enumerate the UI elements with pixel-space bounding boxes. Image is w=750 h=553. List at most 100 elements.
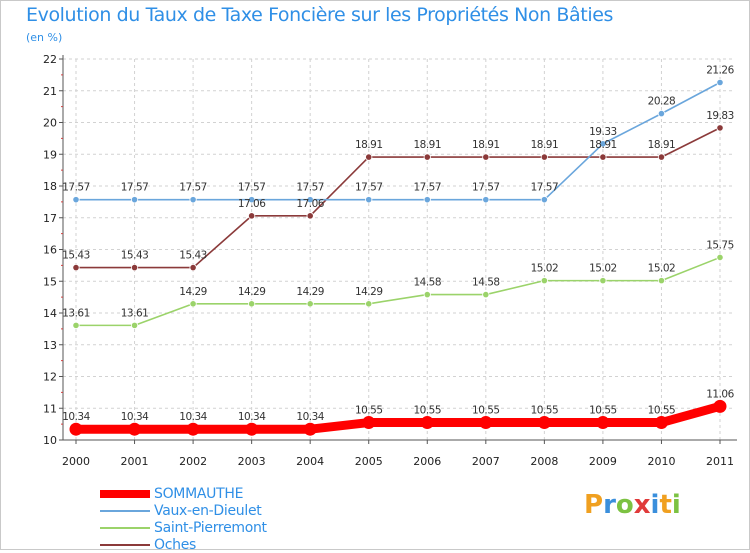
data-point-saint-pierremont bbox=[716, 253, 724, 262]
data-label-oches: 18.91 bbox=[472, 139, 500, 151]
logo-letter: r bbox=[603, 490, 616, 520]
y-tick-label: 15 bbox=[43, 275, 57, 288]
legend-label: SOMMAUTHE bbox=[154, 485, 244, 502]
y-tick-label: 21 bbox=[43, 85, 57, 98]
unit-label: (en %) bbox=[26, 31, 63, 44]
data-label-vaux-en-dieulet: 17.57 bbox=[413, 182, 441, 194]
y-tick-label: 13 bbox=[43, 339, 57, 352]
logo-letter: o bbox=[615, 490, 634, 520]
data-label-vaux-en-dieulet: 17.57 bbox=[121, 182, 149, 194]
data-label-vaux-en-dieulet: 17.57 bbox=[472, 182, 500, 194]
data-label-saint-pierremont: 15.02 bbox=[589, 263, 617, 275]
data-label-oches: 18.91 bbox=[531, 139, 559, 151]
data-point-saint-pierremont bbox=[482, 290, 490, 299]
legend-item: SOMMAUTHE bbox=[100, 485, 267, 502]
legend-label: Saint-Pierremont bbox=[154, 519, 267, 536]
data-point-saint-pierremont bbox=[248, 300, 256, 308]
data-label-saint-pierremont: 14.29 bbox=[179, 286, 207, 298]
y-tick-label: 17 bbox=[43, 212, 57, 225]
data-point-vaux-en-dieulet bbox=[248, 196, 256, 204]
data-point-oches bbox=[306, 212, 314, 220]
y-tick-label: 19 bbox=[43, 148, 57, 161]
data-point-oches bbox=[482, 153, 490, 161]
series-line-saint-pierremont bbox=[75, 256, 721, 327]
data-label-saint-pierremont: 15.02 bbox=[648, 263, 676, 275]
x-tick-label: 2007 bbox=[472, 455, 500, 468]
y-tick-label: 11 bbox=[43, 402, 57, 415]
data-label-vaux-en-dieulet: 17.57 bbox=[238, 182, 266, 194]
data-point-sommauthe bbox=[596, 416, 610, 430]
data-point-saint-pierremont bbox=[599, 277, 607, 285]
y-tick-label: 16 bbox=[43, 244, 57, 257]
y-tick-label: 20 bbox=[43, 117, 57, 130]
logo-letter: P bbox=[584, 490, 604, 520]
data-point-oches bbox=[365, 153, 373, 161]
data-point-saint-pierremont bbox=[540, 277, 548, 285]
legend-label: Oches bbox=[154, 536, 196, 553]
data-label-sommauthe: 10.55 bbox=[355, 405, 383, 417]
series-line-vaux-en-dieulet bbox=[75, 81, 721, 201]
data-label-oches: 15.43 bbox=[121, 250, 149, 262]
y-tick-label: 22 bbox=[43, 53, 57, 66]
data-point-vaux-en-dieulet bbox=[72, 196, 80, 204]
x-tick-label: 2006 bbox=[413, 455, 441, 468]
data-point-sommauthe bbox=[69, 422, 83, 436]
axis-layer: 10 11 12 13 14 15 16 17 18 19 20 21 22 2000 2001 2002 20… bbox=[43, 53, 737, 468]
logo-letter: i bbox=[671, 490, 681, 520]
data-point-sommauthe bbox=[479, 416, 493, 430]
logo-letter: t bbox=[659, 490, 672, 520]
x-tick-label: 2000 bbox=[62, 455, 90, 468]
data-point-saint-pierremont bbox=[365, 300, 373, 308]
data-point-oches bbox=[657, 153, 666, 161]
data-point-sommauthe bbox=[362, 416, 376, 430]
data-label-vaux-en-dieulet: 20.28 bbox=[648, 96, 676, 108]
x-tick-label: 2002 bbox=[179, 455, 207, 468]
data-label-vaux-en-dieulet: 17.57 bbox=[62, 182, 90, 194]
x-tick-label: 2010 bbox=[647, 455, 675, 468]
data-label-saint-pierremont: 14.58 bbox=[413, 277, 441, 289]
data-label-oches: 18.91 bbox=[648, 139, 676, 151]
y-tick-label: 12 bbox=[43, 371, 57, 384]
data-label-vaux-en-dieulet: 17.57 bbox=[531, 182, 559, 194]
grid-layer bbox=[63, 58, 733, 440]
data-label-vaux-en-dieulet: 17.57 bbox=[296, 182, 324, 194]
data-point-vaux-en-dieulet bbox=[599, 140, 607, 148]
data-label-sommauthe: 11.06 bbox=[706, 388, 734, 400]
legend-item: Saint-Pierremont bbox=[100, 519, 267, 536]
data-point-sommauthe bbox=[186, 422, 200, 436]
legend-swatch bbox=[100, 509, 150, 512]
data-point-saint-pierremont bbox=[306, 300, 314, 308]
data-point-saint-pierremont bbox=[423, 290, 431, 299]
data-point-oches bbox=[72, 263, 80, 272]
data-label-saint-pierremont: 14.58 bbox=[472, 277, 500, 289]
legend-label: Vaux-en-Dieulet bbox=[154, 502, 262, 519]
data-point-oches bbox=[130, 263, 139, 272]
data-label-saint-pierremont: 13.61 bbox=[121, 307, 149, 319]
data-label-oches: 17.06 bbox=[238, 198, 266, 210]
data-point-oches bbox=[423, 153, 431, 161]
data-label-oches: 18.91 bbox=[355, 139, 383, 151]
x-tick-label: 2009 bbox=[589, 455, 617, 468]
data-label-saint-pierremont: 15.75 bbox=[706, 239, 734, 251]
data-point-sommauthe bbox=[245, 422, 259, 436]
y-tick-label: 18 bbox=[43, 180, 57, 193]
legend-swatch bbox=[100, 526, 150, 529]
data-label-layer: 10.34 10.34 10.34 10.34 10.34 10.55 10.55 10.55… bbox=[62, 64, 735, 423]
data-label-saint-pierremont: 14.29 bbox=[296, 286, 324, 298]
data-label-sommauthe: 10.55 bbox=[589, 405, 617, 417]
data-label-sommauthe: 10.34 bbox=[296, 411, 324, 423]
data-label-sommauthe: 10.34 bbox=[238, 411, 266, 423]
proxiti-logo: Proxiti bbox=[584, 490, 681, 520]
data-point-vaux-en-dieulet bbox=[423, 196, 431, 204]
legend-swatch bbox=[100, 489, 150, 498]
data-point-sommauthe bbox=[537, 416, 551, 430]
y-tick-label: 10 bbox=[43, 434, 57, 447]
data-point-oches bbox=[540, 153, 548, 161]
data-label-vaux-en-dieulet: 21.26 bbox=[706, 64, 734, 76]
data-label-oches: 15.43 bbox=[62, 250, 90, 262]
data-point-sommauthe bbox=[420, 416, 434, 430]
data-label-vaux-en-dieulet: 19.33 bbox=[589, 126, 617, 138]
legend-item: Oches bbox=[100, 536, 267, 553]
